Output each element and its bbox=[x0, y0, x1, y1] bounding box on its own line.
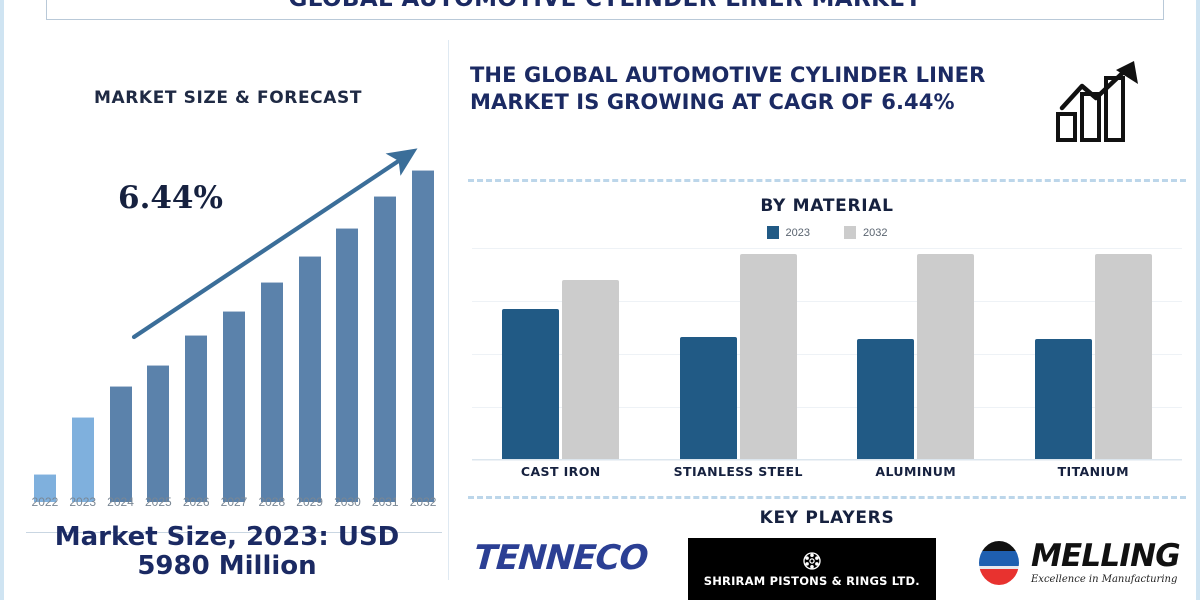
market-size-bar bbox=[147, 364, 170, 502]
market-size-bar bbox=[185, 335, 208, 502]
legend-swatch-2023 bbox=[766, 226, 779, 239]
year-tick-label: 2027 bbox=[220, 495, 248, 509]
market-size-bar bbox=[223, 311, 245, 502]
panel-divider bbox=[448, 40, 449, 580]
material-category-label: STIANLESS STEEL bbox=[673, 464, 803, 479]
material-bar-2023 bbox=[502, 309, 560, 459]
market-size-bar bbox=[260, 281, 283, 502]
left-chart-baseline bbox=[26, 532, 442, 533]
material-bar-2032 bbox=[562, 279, 620, 459]
logo-shriram: SHRIRAM PISTONS & RINGS LTD. bbox=[687, 538, 936, 600]
by-material-category-axis: CAST IRON STIANLESS STEEL ALUMINUM TITANIUM bbox=[472, 464, 1182, 484]
title-banner: GLOBAL AUTOMOTIVE CYLINDER LINER MARKET bbox=[46, 0, 1164, 20]
circle-emblem-icon bbox=[979, 541, 1019, 585]
material-bar-2032 bbox=[917, 253, 975, 459]
year-tick-label: 2022 bbox=[31, 495, 59, 509]
bar-chart-growth-icon bbox=[1056, 61, 1138, 142]
year-tick-label: 2029 bbox=[296, 495, 323, 509]
melling-logo-text: MELLING bbox=[1031, 538, 1181, 574]
market-size-note: Market Size, 2023: USD 5980 Million bbox=[12, 522, 442, 582]
legend-item[interactable]: 2032 bbox=[844, 226, 887, 239]
year-tick-label: 2024 bbox=[107, 495, 134, 509]
market-size-forecast-heading: MARKET SIZE & FORECAST bbox=[93, 88, 363, 108]
by-material-heading: BY MATERIAL bbox=[760, 196, 894, 216]
shriram-logo-text: SHRIRAM PISTONS & RINGS LTD. bbox=[703, 573, 920, 588]
year-tick-label: 2023 bbox=[69, 495, 97, 509]
market-size-bar bbox=[298, 255, 321, 502]
market-size-bar bbox=[109, 386, 132, 502]
gridline bbox=[472, 301, 1182, 302]
cagr-statement: THE GLOBAL AUTOMOTIVE CYLINDER LINER MAR… bbox=[470, 63, 986, 115]
market-size-bar bbox=[33, 474, 56, 502]
by-material-legend: 2023 2032 bbox=[454, 226, 1200, 239]
year-tick-label: 2025 bbox=[145, 495, 172, 509]
right-panel: THE GLOBAL AUTOMOTIVE CYLINDER LINER MAR… bbox=[454, 40, 1200, 600]
left-chart-year-axis: 2022 2023 2024 2025 2026 2027 2028 2029 2030 2031… bbox=[26, 495, 442, 513]
year-tick-label: 2031 bbox=[371, 495, 399, 509]
logo-tenneco: TENNECO bbox=[472, 538, 649, 578]
market-size-line-1: Market Size, 2023: USD bbox=[54, 522, 400, 552]
divider-bottom bbox=[468, 496, 1186, 499]
legend-swatch-2032 bbox=[844, 226, 856, 239]
logo-melling: MELLING Excellence in Manufacturing bbox=[976, 538, 1181, 588]
material-category-label: TITANIUM bbox=[1057, 464, 1129, 479]
legend-item[interactable]: 2023 bbox=[766, 226, 810, 239]
market-size-bar bbox=[412, 170, 435, 502]
year-tick-label: 2026 bbox=[182, 495, 210, 509]
gear-flower-icon bbox=[803, 551, 821, 570]
year-tick-label: 2032 bbox=[409, 495, 437, 509]
legend-label: 2023 bbox=[785, 226, 810, 239]
material-category-label: ALUMINUM bbox=[875, 464, 957, 479]
material-bar-2023 bbox=[857, 338, 915, 459]
market-size-bar-chart bbox=[26, 150, 442, 502]
year-tick-label: 2028 bbox=[258, 495, 286, 509]
tenneco-logo-text: TENNECO bbox=[472, 538, 649, 578]
gridline bbox=[472, 354, 1182, 355]
market-size-line-2: 5980 Million bbox=[137, 551, 317, 582]
legend-label: 2032 bbox=[863, 226, 888, 239]
material-bar-2032 bbox=[1094, 253, 1152, 459]
year-tick-label: 2030 bbox=[334, 495, 361, 509]
by-material-bar-chart bbox=[472, 248, 1182, 461]
left-panel: MARKET SIZE & FORECAST 6.44% 2022 2023 202… bbox=[8, 40, 448, 600]
gridline bbox=[472, 460, 1182, 461]
material-category-label: CAST IRON bbox=[520, 464, 601, 479]
market-size-bar bbox=[336, 227, 359, 502]
material-bar-2032 bbox=[739, 253, 797, 459]
material-bar-2023 bbox=[679, 336, 737, 459]
market-size-bar bbox=[374, 196, 397, 502]
gridline bbox=[472, 407, 1182, 408]
key-players-heading: KEY PLAYERS bbox=[759, 508, 895, 528]
material-bar-2023 bbox=[1034, 338, 1092, 459]
gridline bbox=[472, 248, 1182, 249]
chart-baseline bbox=[472, 459, 1182, 460]
key-players-logos: TENNECO bbox=[454, 538, 1200, 600]
market-size-bar bbox=[71, 416, 94, 502]
page-title: GLOBAL AUTOMOTIVE CYLINDER LINER MARKET bbox=[288, 0, 921, 12]
melling-logo-tagline: Excellence in Manufacturing bbox=[1031, 574, 1178, 585]
divider-top bbox=[468, 179, 1186, 182]
